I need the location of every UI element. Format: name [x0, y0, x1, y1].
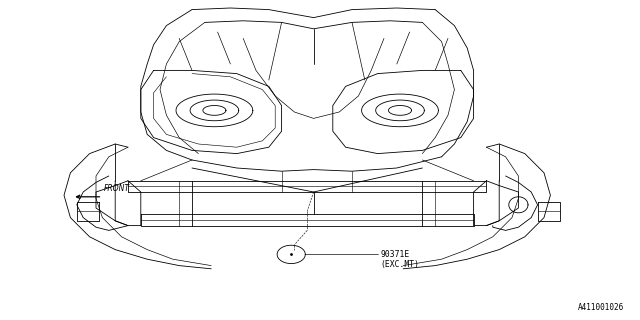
Text: FRONT: FRONT	[104, 184, 130, 193]
Text: A411001026: A411001026	[578, 303, 624, 312]
Text: (EXC.MT): (EXC.MT)	[381, 260, 420, 268]
Text: 90371E: 90371E	[381, 250, 410, 259]
